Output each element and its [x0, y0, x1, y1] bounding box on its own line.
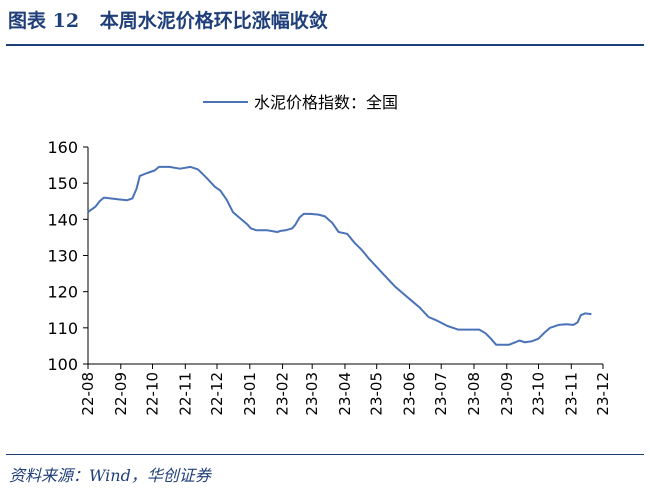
x-tick-label: 22-10: [144, 372, 162, 416]
y-axis: 100 110 120 130 140 150 160: [47, 138, 89, 374]
title-rule: [6, 44, 644, 46]
x-tick-label: 23-08: [465, 372, 483, 416]
x-tick-label: 22-08: [79, 372, 97, 416]
figure-number: 12: [52, 10, 80, 32]
x-tick-label: 22-11: [176, 372, 194, 416]
source-note: 资料来源：Wind，华创证券: [9, 466, 211, 485]
figure-title: 图表 12 本周水泥价格环比涨幅收敛: [8, 6, 328, 33]
x-tick-label: 23-10: [529, 372, 547, 416]
x-tick-label: 23-11: [562, 372, 580, 416]
x-tick-label: 23-09: [498, 372, 516, 416]
x-tick-label: 22-09: [112, 372, 130, 416]
y-tick-label: 160: [47, 138, 78, 157]
y-tick-label: 150: [47, 174, 78, 193]
x-tick-label: 23-07: [432, 372, 450, 416]
legend: 水泥价格指数：全国: [203, 93, 398, 112]
source-rule: [6, 454, 644, 455]
plot-area: [87, 165, 592, 346]
x-tick-label: 22-12: [208, 372, 226, 416]
y-tick-label: 100: [47, 355, 78, 374]
x-tick-label: 23-03: [303, 372, 321, 416]
x-tick-label: 23-12: [594, 372, 612, 416]
x-tick-label: 23-02: [274, 372, 292, 416]
figure-title-text: 本周水泥价格环比涨幅收敛: [99, 10, 328, 32]
x-tick-label: 23-01: [241, 372, 259, 416]
legend-label: 水泥价格指数：全国: [254, 93, 398, 112]
y-tick-label: 140: [47, 210, 78, 229]
x-axis: 22-08 22-09 22-10 22-11 22-12 23-01 23-02 23-03…: [79, 363, 612, 416]
y-tick-label: 110: [47, 319, 78, 338]
x-tick-label: 23-04: [336, 372, 354, 416]
x-tick-label: 23-06: [400, 372, 418, 416]
y-tick-label: 120: [47, 283, 78, 302]
y-tick-label: 130: [47, 247, 78, 266]
figure-label: 图表: [8, 10, 47, 32]
x-tick-label: 23-05: [368, 372, 386, 416]
series-line-0: [87, 165, 592, 346]
